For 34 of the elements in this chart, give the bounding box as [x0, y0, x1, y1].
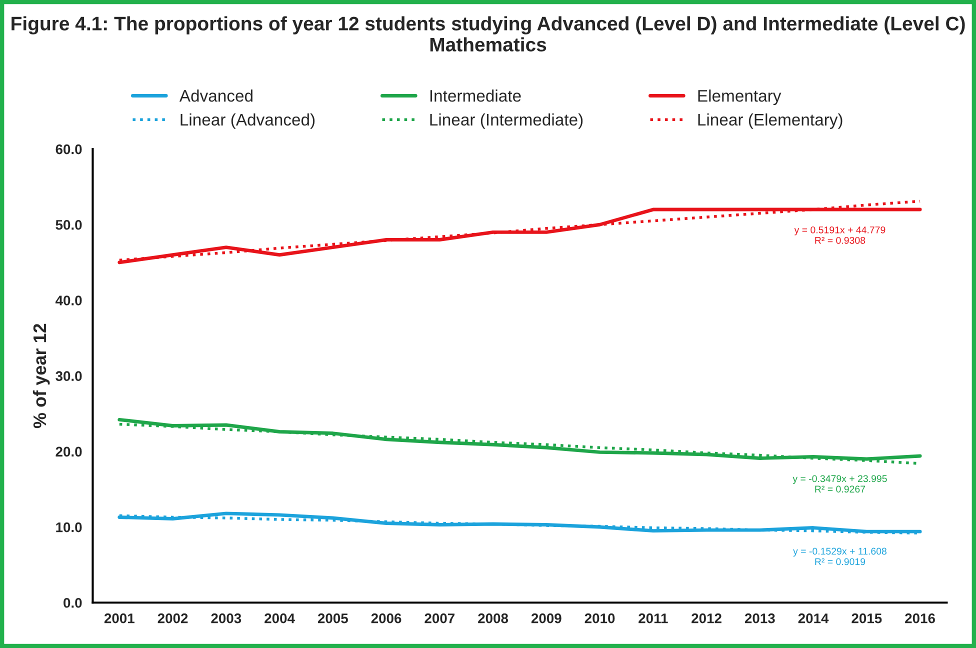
- annotation: y = -0.1529x + 11.608 R² = 0.9019: [793, 548, 886, 566]
- y-tick-label: 30.0: [56, 371, 82, 382]
- x-tick-label: 2016: [905, 613, 935, 624]
- legend-label: Linear (Elementary): [698, 113, 842, 129]
- chart-title: Figure 4.1: The proportions of year 12 students studying Advanced (Level D) and Intermediate (Level C) Mathematics: [12, 16, 965, 52]
- x-tick-label: 2007: [424, 613, 454, 624]
- x-tick-label: 2013: [744, 613, 775, 624]
- x-tick-label: 2015: [852, 613, 882, 624]
- legend-label: Linear (Intermediate): [430, 113, 583, 129]
- y-tick-label: 0.0: [64, 598, 82, 608]
- x-tick-label: 2010: [584, 613, 615, 624]
- x-tick-label: 2003: [211, 613, 242, 624]
- x-tick-label: 2014: [798, 613, 829, 624]
- annotation: y = -0.3479x + 23.995 R² = 0.9267: [792, 475, 887, 493]
- x-tick-label: 2005: [318, 613, 348, 624]
- x-tick-label: 2009: [531, 613, 562, 624]
- x-tick-label: 2006: [371, 613, 402, 624]
- y-tick-label: 20.0: [56, 446, 82, 457]
- x-tick-label: 2012: [692, 613, 722, 624]
- y-tick-label: 50.0: [56, 220, 82, 230]
- legend-label: Linear (Advanced): [180, 113, 315, 129]
- x-tick-label: 2008: [478, 613, 508, 624]
- legend-label: Advanced: [179, 90, 252, 102]
- x-tick-label: 2011: [638, 613, 668, 624]
- annotation: y = 0.5191x + 44.779 R² = 0.9308: [794, 226, 886, 244]
- x-tick-label: 2004: [264, 613, 295, 624]
- x-tick-label: 2002: [158, 613, 188, 624]
- y-axis-title: % of year 12: [32, 324, 50, 428]
- y-tick-label: 40.0: [55, 296, 82, 306]
- x-tick-label: 2001: [104, 613, 134, 624]
- y-tick-label: 10.0: [56, 522, 82, 532]
- legend-label: Elementary: [698, 90, 782, 106]
- y-tick-label: 60.0: [56, 144, 82, 154]
- legend-label: Intermediate: [430, 90, 521, 102]
